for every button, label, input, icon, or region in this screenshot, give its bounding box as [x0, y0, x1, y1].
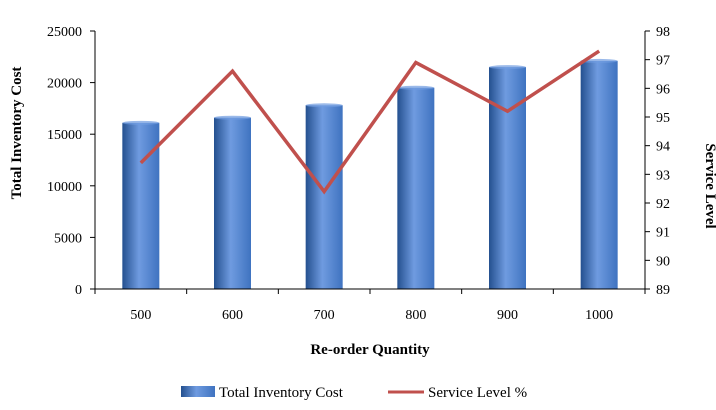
- y2-tick-label: 89: [656, 283, 670, 298]
- y2-tick-label: 97: [656, 54, 670, 69]
- legend-swatch-bar: [181, 386, 215, 397]
- y2-tick-label: 94: [656, 140, 670, 155]
- x-tick-label: 600: [222, 308, 243, 323]
- y2-tick-label: 95: [656, 111, 670, 126]
- legend-label-bar: Total Inventory Cost: [219, 385, 344, 401]
- bar-top-700: [305, 103, 343, 108]
- legend-label-line: Service Level %: [428, 385, 527, 401]
- bar-top-900: [489, 65, 526, 70]
- y2-tick-label: 93: [656, 168, 670, 183]
- x-tick-label: 900: [497, 308, 518, 323]
- x-axis-title: Re-order Quantity: [310, 342, 430, 358]
- y-tick-label: 0: [75, 283, 82, 298]
- y-tick-label: 10000: [47, 180, 82, 195]
- bar-700: [305, 105, 343, 289]
- x-tick-label: 500: [130, 308, 151, 323]
- bar-800: [397, 87, 435, 289]
- x-tick-label: 1000: [585, 308, 613, 323]
- bar-600: [214, 117, 251, 289]
- bar-1000: [580, 60, 618, 289]
- y-axis-left: 0 5000 10000 15000 20000 25000: [47, 25, 96, 298]
- y2-tick-label: 98: [656, 25, 670, 40]
- y2-tick-label: 90: [656, 254, 670, 269]
- y2-tick-label: 91: [656, 226, 670, 241]
- x-tick-label: 700: [314, 308, 335, 323]
- y-axis-right: 89 90 91 92 93 94 95 96 97 98: [644, 25, 670, 298]
- legend: Total Inventory Cost Service Level %: [181, 385, 527, 401]
- y-axis-title: Total Inventory Cost: [9, 67, 25, 200]
- y-tick-label: 15000: [47, 128, 82, 143]
- bar-top-600: [214, 115, 251, 120]
- bar-top-800: [397, 85, 435, 90]
- y-tick-label: 5000: [54, 231, 82, 246]
- y-tick-label: 20000: [47, 77, 82, 92]
- bar-top-1000: [580, 58, 618, 63]
- service-level-line: [139, 49, 601, 195]
- x-axis: 500 600 700 800 900 1000: [94, 288, 646, 323]
- y2-tick-label: 92: [656, 197, 670, 212]
- line-series-service-level: [139, 49, 601, 195]
- bar-top-500: [122, 120, 160, 125]
- y2-tick-label: 96: [656, 82, 670, 97]
- y2-axis-title: Service Level: [702, 143, 716, 228]
- y-tick-label: 25000: [47, 25, 82, 40]
- x-tick-label: 800: [405, 308, 426, 323]
- bar-900: [489, 67, 526, 290]
- bar-series-total-inventory-cost: [122, 58, 618, 290]
